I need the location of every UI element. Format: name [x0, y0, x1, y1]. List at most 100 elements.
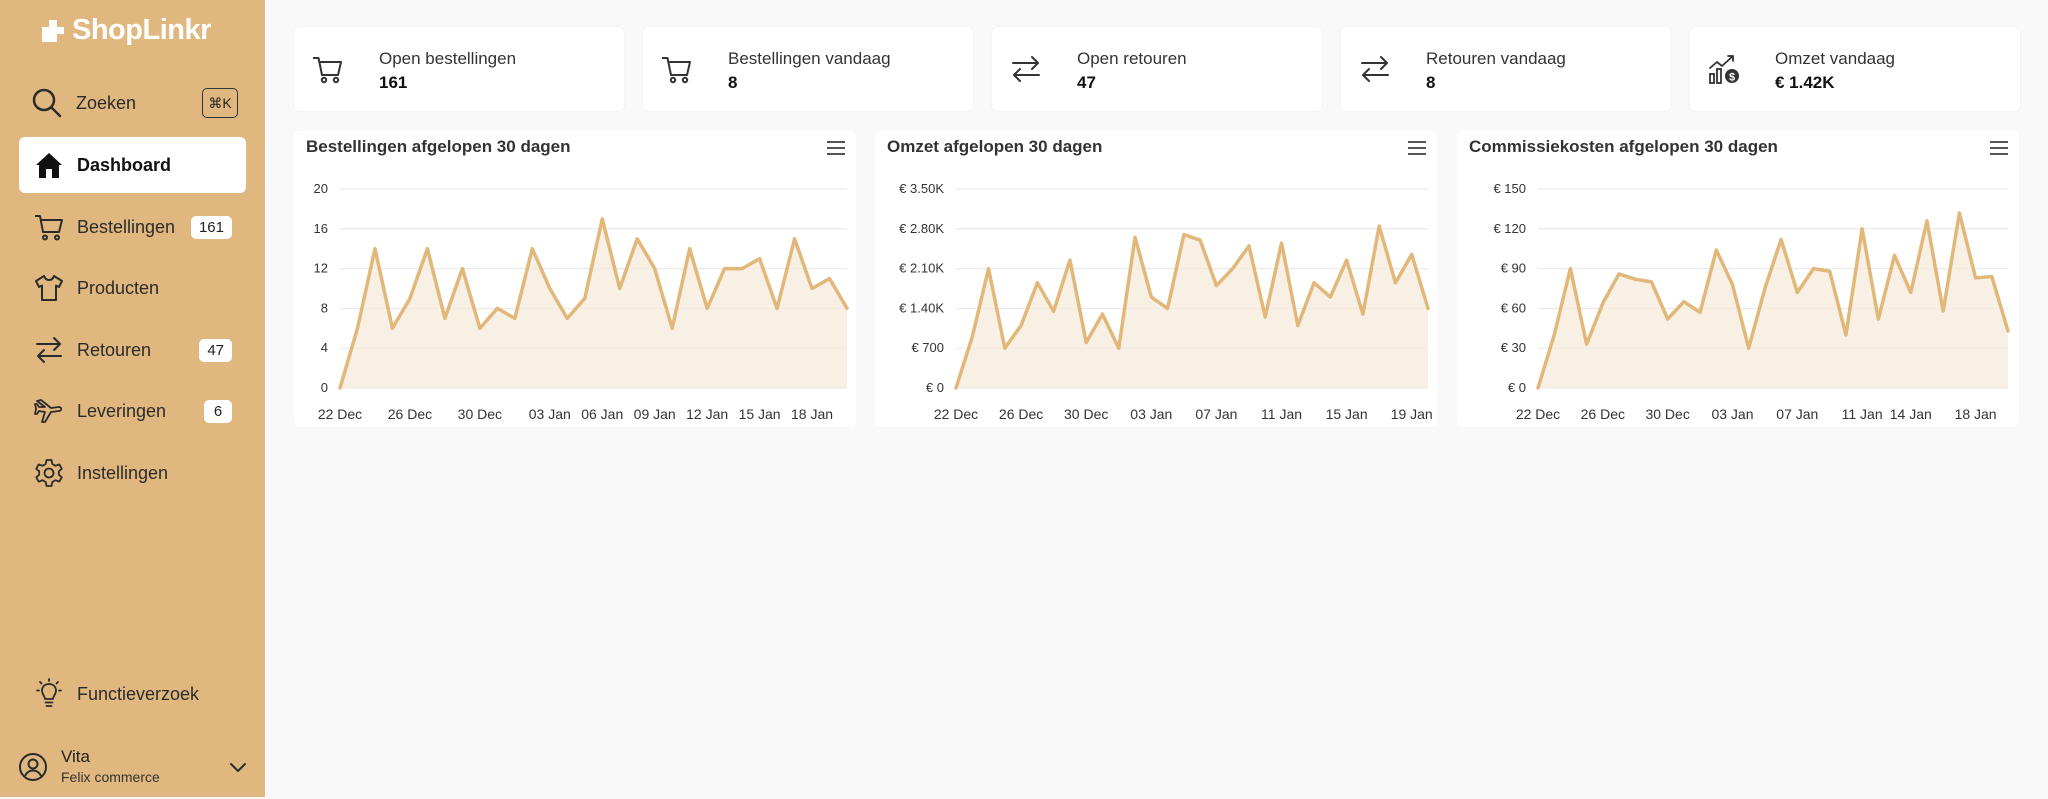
commission-chart-card: € 0 € 30 € 60 € 90 € 120 € 150 22 Dec 26 Dec 30 … — [1457, 131, 2019, 427]
y-tick-label: 4 — [321, 340, 328, 355]
arrows-icon — [1361, 56, 1389, 82]
kpi-label: Open retouren — [1077, 49, 1187, 68]
arrows-icon — [1012, 56, 1040, 82]
x-tick-label: 09 Jan — [634, 406, 676, 422]
y-tick-label: € 0 — [926, 380, 944, 395]
gear-icon — [35, 459, 63, 487]
x-tick-label: 26 Dec — [388, 406, 432, 422]
chevron-down-icon[interactable] — [228, 757, 248, 777]
series-line — [1536, 211, 2010, 390]
kpi-orders-today: Bestellingen vandaag 8 — [643, 27, 973, 111]
kpi-value: 47 — [1077, 73, 1096, 92]
x-tick-label: 11 Jan — [1261, 406, 1302, 422]
feature-request-label: Functieverzoek — [77, 683, 200, 704]
x-tick-label: 06 Jan — [581, 406, 623, 422]
y-tick-label: 16 — [314, 221, 328, 236]
commission-chart: € 0 € 30 € 60 € 90 € 120 € 150 22 Dec 26 Dec 30 … — [1493, 181, 2010, 422]
svg-text:$: $ — [1729, 72, 1735, 84]
revenue-icon: $ — [1709, 55, 1739, 84]
kpi-label: Bestellingen vandaag — [728, 49, 891, 68]
x-tick-label: 14 Jan — [1890, 406, 1932, 422]
sidebar-item-label: Dashboard — [77, 154, 172, 175]
y-tick-label: € 0 — [1508, 380, 1526, 395]
feature-request-link[interactable]: Functieverzoek — [19, 666, 246, 722]
x-tick-label: 03 Jan — [1130, 406, 1172, 422]
y-tick-label: € 2.10K — [899, 261, 944, 276]
cart-icon — [662, 57, 691, 84]
orders-count-badge: 161 — [190, 216, 232, 239]
y-tick-label: € 1.40K — [899, 300, 944, 315]
plane-icon — [34, 399, 63, 423]
series-area — [340, 218, 847, 388]
series-line — [338, 217, 849, 390]
sidebar-item-label: Leveringen — [77, 400, 167, 421]
returns-count-badge: 47 — [199, 339, 232, 362]
search-button[interactable]: Zoeken ⌘K — [32, 86, 238, 120]
home-icon — [36, 153, 62, 178]
x-tick-label: 15 Jan — [739, 406, 781, 422]
sidebar-item-dashboard[interactable]: Dashboard — [19, 137, 246, 193]
kpi-open-returns: Open retouren 47 — [992, 27, 1322, 111]
menu-icon[interactable] — [826, 139, 846, 157]
y-tick-label: 0 — [321, 380, 328, 395]
kpi-label: Open bestellingen — [379, 49, 517, 68]
chart-title: Omzet afgelopen 30 dagen — [887, 137, 1103, 156]
user-company: Felix commerce — [61, 769, 160, 785]
x-tick-label: 22 Dec — [1516, 406, 1560, 422]
menu-icon[interactable] — [1989, 139, 2009, 157]
lightbulb-icon — [36, 678, 62, 707]
y-tick-label: 20 — [314, 181, 328, 196]
series-line — [954, 224, 1430, 390]
x-tick-label: 18 Jan — [791, 406, 833, 422]
x-tick-label: 07 Jan — [1195, 406, 1237, 422]
kpi-label: Retouren vandaag — [1426, 49, 1566, 68]
sidebar-item-label: Retouren — [77, 339, 152, 360]
search-label: Zoeken — [76, 92, 137, 113]
user-name: Vita — [61, 747, 90, 766]
y-tick-label: € 60 — [1501, 300, 1526, 315]
search-icon — [32, 88, 62, 118]
x-tick-label: 30 Dec — [1064, 406, 1108, 422]
kpi-open-orders: Open bestellingen 161 — [294, 27, 624, 111]
orders-chart: 0 4 8 12 16 20 22 Dec 26 Dec 30 Dec 03 Jan 06 Jan 0… — [314, 181, 849, 422]
x-tick-label: 18 Jan — [1955, 406, 1997, 422]
user-menu[interactable]: Vita Felix commerce — [18, 745, 248, 789]
series-area — [956, 225, 1428, 388]
sidebar-item-leveringen[interactable]: Leveringen 6 — [19, 383, 246, 439]
x-tick-label: 22 Dec — [318, 406, 362, 422]
sidebar-item-bestellingen[interactable]: Bestellingen 161 — [19, 199, 246, 255]
kpi-value: 8 — [728, 73, 738, 92]
sidebar-item-producten[interactable]: Producten — [19, 260, 246, 316]
revenue-chart-card: € 0 € 700 € 1.40K € 2.10K € 2.80K € 3.50K 22 D… — [875, 131, 1437, 427]
user-avatar-icon — [19, 753, 47, 781]
y-tick-label: € 150 — [1493, 181, 1526, 196]
cart-icon — [35, 215, 63, 241]
sidebar-item-label: Instellingen — [77, 462, 169, 483]
y-tick-label: € 90 — [1501, 261, 1526, 276]
x-tick-label: 07 Jan — [1776, 406, 1818, 422]
sidebar-item-retouren[interactable]: Retouren 47 — [19, 322, 246, 378]
cart-icon — [313, 57, 342, 84]
y-tick-label: € 120 — [1493, 221, 1526, 236]
revenue-chart: € 0 € 700 € 1.40K € 2.10K € 2.80K € 3.50K 22 D… — [899, 181, 1433, 422]
x-tick-label: 15 Jan — [1326, 406, 1368, 422]
sidebar-item-instellingen[interactable]: Instellingen — [19, 445, 246, 501]
y-tick-label: 8 — [321, 300, 328, 315]
menu-icon[interactable] — [1407, 139, 1427, 157]
brand-name: ShopLinkr — [72, 14, 211, 46]
series-area — [1538, 212, 2008, 388]
chart-title: Bestellingen afgelopen 30 dagen — [306, 137, 571, 156]
x-tick-label: 12 Jan — [686, 406, 728, 422]
x-tick-label: 26 Dec — [1581, 406, 1625, 422]
y-tick-label: € 2.80K — [899, 221, 944, 236]
orders-chart-card: 0 4 8 12 16 20 22 Dec 26 Dec 30 Dec 03 Jan 06 Jan 0… — [294, 131, 856, 427]
x-tick-label: 19 Jan — [1391, 406, 1433, 422]
sidebar-item-label: Bestellingen — [77, 216, 176, 237]
x-tick-label: 30 Dec — [458, 406, 502, 422]
brand-logo[interactable]: ShopLinkr — [42, 14, 211, 47]
y-tick-label: € 700 — [911, 340, 944, 355]
y-tick-label: 12 — [314, 261, 328, 276]
shirt-icon — [35, 275, 63, 301]
sidebar-item-label: Producten — [77, 277, 160, 298]
x-tick-label: 22 Dec — [934, 406, 978, 422]
